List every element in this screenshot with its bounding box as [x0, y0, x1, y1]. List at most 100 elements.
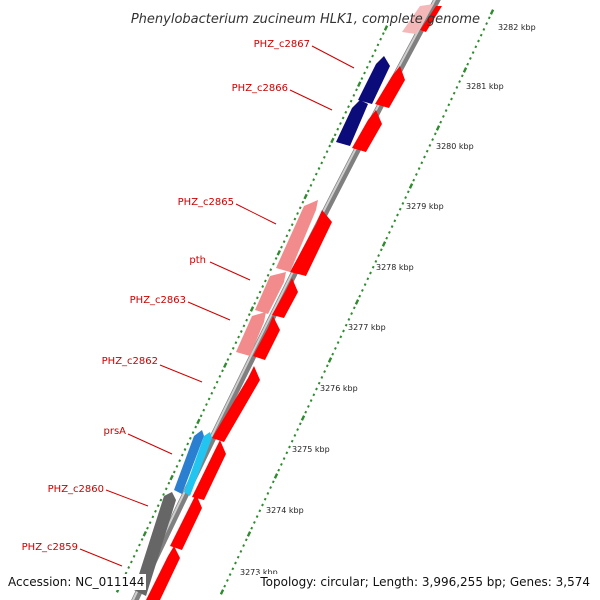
gene-forward[interactable] — [192, 440, 226, 500]
tick-minor — [373, 49, 377, 52]
gene-navy[interactable] — [358, 56, 390, 104]
gene-forward[interactable] — [290, 210, 332, 276]
tick-minor — [255, 515, 259, 519]
tick-minor — [466, 62, 470, 66]
tick-minor — [282, 240, 286, 244]
tick-minor — [447, 103, 451, 107]
tick-minor — [471, 51, 475, 55]
gene-forward[interactable] — [212, 366, 260, 442]
kbp-label: 3273 kbp — [240, 568, 278, 577]
tick-minor — [247, 313, 251, 317]
tick-minor — [293, 433, 297, 437]
tick-minor — [242, 324, 246, 328]
tick-minor — [226, 578, 229, 582]
kbp-label: 3275 kbp — [292, 445, 330, 454]
gene-navy[interactable] — [336, 100, 368, 146]
tick-minor — [376, 43, 380, 47]
tick-minor — [307, 404, 310, 408]
tick-minor — [298, 206, 302, 210]
accession-text: Accession: NC_011144 — [6, 574, 147, 590]
tick-minor — [452, 91, 456, 95]
tick-minor — [381, 32, 385, 36]
gene-pink[interactable] — [236, 312, 266, 356]
tick-minor — [231, 346, 235, 350]
tick-minor — [328, 144, 332, 148]
tick-minor — [431, 138, 434, 142]
tick-minor — [239, 549, 243, 553]
gene-label-prsa[interactable]: prsA — [103, 426, 126, 437]
tick-minor — [433, 132, 437, 136]
tick-minor — [167, 481, 171, 485]
tick-minor — [293, 217, 297, 221]
tick-minor — [404, 196, 407, 200]
gene-forward[interactable] — [146, 546, 180, 600]
tick-minor — [333, 133, 337, 137]
tick-minor — [439, 120, 443, 124]
gene-label-phz-c2860[interactable]: PHZ_c2860 — [48, 484, 104, 495]
tick-minor — [218, 374, 222, 378]
tick-minor — [290, 439, 294, 443]
map-title: Phenylobacterium zucineum HLK1, complete… — [131, 12, 480, 27]
tick-minor — [277, 468, 281, 472]
gene-gray[interactable] — [134, 492, 176, 596]
tick-minor — [228, 573, 232, 577]
tick-minor — [266, 491, 270, 495]
tick-major — [383, 25, 389, 31]
tick-major — [327, 357, 333, 363]
tick-minor — [360, 77, 364, 81]
gene-forward[interactable] — [375, 66, 405, 108]
tick-minor — [290, 223, 294, 227]
tick-minor — [237, 335, 240, 339]
gene-forward[interactable] — [170, 494, 202, 550]
tick-major — [249, 306, 255, 312]
tick-minor — [379, 37, 383, 41]
tick-minor — [352, 93, 356, 97]
tick-minor — [406, 190, 410, 194]
tick-minor — [415, 172, 418, 176]
gene-forward[interactable] — [253, 316, 280, 360]
tick-minor — [272, 262, 275, 266]
tick-minor — [347, 317, 351, 321]
tick-minor — [339, 122, 342, 125]
tick-minor — [280, 245, 283, 249]
tick-minor — [420, 161, 424, 165]
tick-minor — [151, 515, 155, 519]
gene-label-phz-c2866[interactable]: PHZ_c2866 — [232, 83, 288, 94]
tick-major — [489, 9, 495, 15]
tick-minor — [244, 538, 248, 542]
gene-forward[interactable] — [272, 278, 298, 318]
gene-label-phz-c2863[interactable]: PHZ_c2863 — [130, 295, 186, 306]
gene-label-pth[interactable]: pth — [189, 255, 206, 266]
tick-minor — [363, 71, 366, 75]
tick-minor — [369, 271, 372, 275]
tick-minor — [325, 364, 329, 368]
tick-minor — [188, 436, 192, 440]
tick-minor — [202, 408, 206, 412]
gene-pink[interactable] — [255, 272, 286, 314]
tick-minor — [344, 323, 348, 327]
gene-label-phz-c2865[interactable]: PHZ_c2865 — [178, 197, 234, 208]
gene-cyan[interactable] — [184, 432, 212, 496]
gene-forward[interactable] — [352, 110, 382, 152]
tick-major — [300, 415, 306, 421]
forward-strand-genes — [146, 4, 442, 600]
tick-minor — [288, 445, 291, 449]
gene-label-phz-c2859[interactable]: PHZ_c2859 — [22, 542, 78, 553]
tick-minor — [236, 555, 240, 559]
topology-text: Topology: circular; Length: 3,996,255 bp… — [258, 574, 592, 590]
gene-label-phz-c2862[interactable]: PHZ_c2862 — [102, 356, 158, 367]
tick-minor — [186, 442, 190, 446]
tick-minor — [234, 561, 237, 565]
tick-minor — [175, 464, 179, 468]
tick-minor — [213, 386, 216, 390]
tick-minor — [315, 387, 318, 391]
gene-label-phz-c2867[interactable]: PHZ_c2867 — [254, 39, 310, 50]
gene-blue[interactable] — [174, 430, 204, 494]
tick-minor — [282, 457, 286, 461]
gene-forward[interactable] — [420, 6, 442, 32]
tick-minor — [388, 230, 391, 234]
tick-minor — [138, 543, 141, 547]
tick-minor — [374, 259, 378, 263]
gene-pink[interactable] — [276, 200, 318, 272]
gene-forward[interactable] — [402, 4, 434, 34]
